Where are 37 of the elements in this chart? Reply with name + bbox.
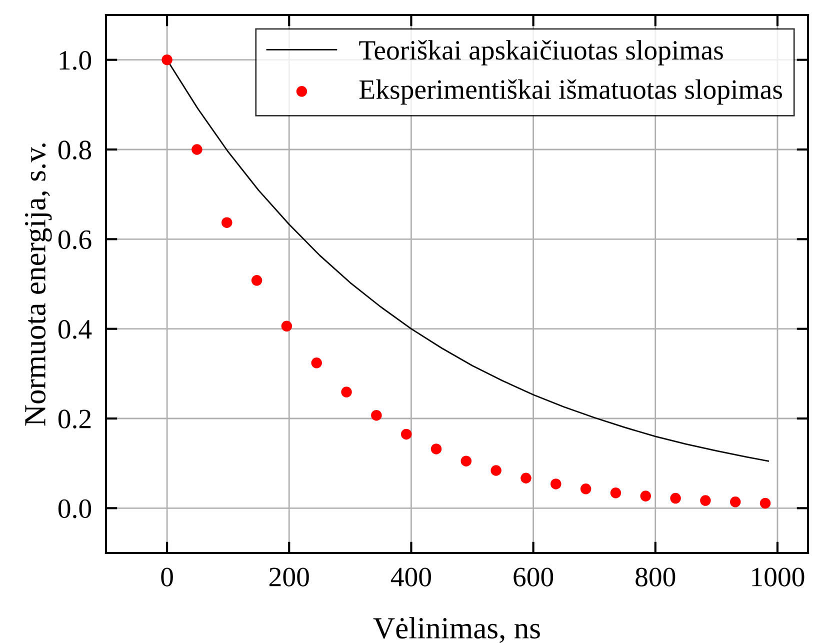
x-tick-label: 600 bbox=[514, 568, 554, 586]
point bbox=[610, 488, 622, 498]
point bbox=[460, 456, 472, 466]
y-tick-label: 0.2 bbox=[58, 410, 91, 429]
x-tick-label: 800 bbox=[636, 568, 676, 586]
point bbox=[400, 428, 412, 440]
y-axis-title: Normuota energija, s.v. bbox=[25, 143, 52, 426]
legend-label: Eksperimentiškai išmatuotas slopimas bbox=[359, 79, 782, 105]
x-axis-title: Vėlinimas, ns bbox=[373, 617, 540, 643]
x-tick-label: 1000 bbox=[752, 568, 804, 586]
point bbox=[221, 217, 232, 228]
point bbox=[760, 498, 771, 509]
x-tick-label: 400 bbox=[390, 568, 431, 586]
point bbox=[490, 465, 502, 476]
point bbox=[640, 490, 652, 502]
point bbox=[670, 492, 681, 504]
point bbox=[281, 320, 292, 332]
legend-label: Teoriškai apskaičiuotas slopimas bbox=[359, 40, 723, 66]
point bbox=[251, 275, 262, 286]
x-tick-label: 200 bbox=[270, 568, 309, 586]
y-tick-label: 0.0 bbox=[58, 499, 92, 518]
y-tick-label: 0.8 bbox=[58, 140, 92, 160]
x-tick-label: 0 bbox=[161, 568, 173, 586]
point bbox=[580, 484, 592, 494]
point bbox=[520, 472, 532, 484]
y-tick-label: 0.6 bbox=[58, 230, 92, 250]
point bbox=[311, 358, 322, 368]
point bbox=[730, 496, 741, 508]
point bbox=[700, 495, 711, 506]
point bbox=[371, 410, 382, 421]
point bbox=[430, 444, 442, 454]
y-tick-label: 1.0 bbox=[60, 51, 92, 70]
point bbox=[162, 54, 172, 66]
point bbox=[341, 386, 352, 398]
y-tick-label: 0.4 bbox=[58, 320, 92, 339]
point bbox=[550, 478, 562, 490]
point bbox=[192, 144, 202, 155]
